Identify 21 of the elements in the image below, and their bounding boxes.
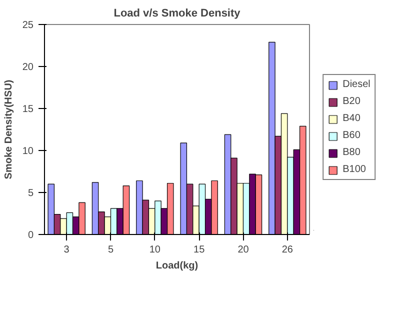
y-tick-label: 0: [28, 230, 34, 241]
legend-label: B40: [342, 113, 362, 124]
y-tick-label: 25: [22, 20, 34, 31]
legend-label: B60: [342, 130, 362, 141]
y-tick-label: 10: [22, 146, 34, 157]
x-tick-label: 10: [149, 244, 161, 256]
y-axis-title: Smoke Density(HSU): [3, 80, 14, 180]
y-tick-label: 5: [28, 188, 34, 199]
y-tick-label: 20: [22, 62, 34, 73]
chart-title: Load v/s Smoke Density: [114, 8, 242, 20]
x-tick-label: 5: [108, 244, 114, 256]
legend-label: B80: [342, 147, 362, 158]
x-tick-label: 3: [64, 244, 70, 256]
legend-label: Diesel: [342, 79, 370, 90]
x-axis-title: Load(kg): [156, 260, 198, 272]
y-tick-label: 15: [22, 104, 34, 115]
x-tick-label: 26: [282, 244, 294, 256]
legend-label: B100: [342, 164, 366, 175]
x-tick-label: 15: [194, 244, 206, 256]
x-tick-label: 20: [238, 244, 250, 256]
legend-label: B20: [342, 96, 362, 107]
